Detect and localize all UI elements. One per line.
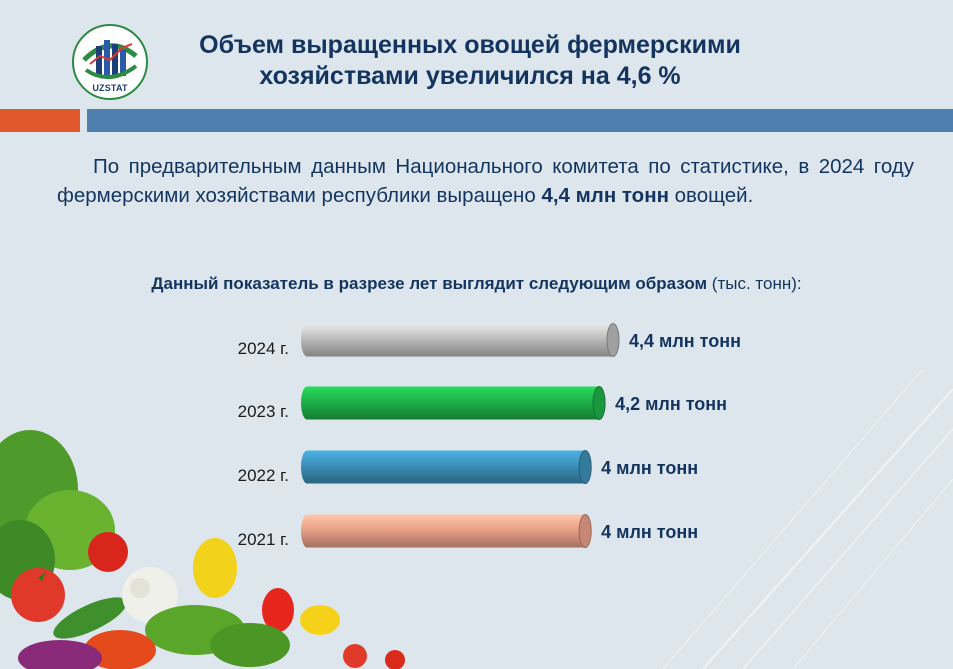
bar-body	[307, 450, 586, 484]
page-title: Объем выращенных овощей фермерскими хозя…	[160, 30, 780, 92]
value-label: 4,4 млн тонн	[629, 331, 741, 351]
bar-right-cap	[592, 386, 606, 420]
value-label: 4,2 млн тонн	[615, 394, 727, 414]
bar-2024: 2024 г. 4,4 млн тонн	[238, 323, 741, 358]
subtitle-unit: (тыс. тонн):	[707, 274, 802, 293]
year-label: 2021 г.	[238, 530, 289, 549]
bar-2023: 2023 г. 4,2 млн тонн	[238, 386, 727, 421]
chart-subtitle: Данный показатель в разрезе лет выглядит…	[0, 274, 953, 294]
chart-logo-icon	[82, 40, 138, 79]
value-label: 4 млн тонн	[601, 458, 698, 478]
year-label: 2023 г.	[238, 402, 289, 421]
bar-right-cap	[606, 323, 620, 357]
vegetables-illustration	[0, 430, 405, 669]
bar-2021: 2021 г. 4 млн тонн	[238, 514, 698, 549]
bar-left-cap	[301, 323, 313, 357]
year-label: 2024 г.	[238, 339, 289, 358]
bar-left-cap	[301, 386, 313, 420]
bar-2022: 2022 г. 4 млн тонн	[238, 450, 698, 485]
accent-bar-orange	[0, 109, 80, 132]
bar-body	[307, 323, 613, 357]
subtitle-bold: Данный показатель в разрезе лет выглядит…	[151, 274, 708, 293]
paragraph-text-2: овощей.	[668, 184, 754, 207]
bar-body	[307, 386, 600, 420]
intro-paragraph: По предварительным данным Национального …	[57, 152, 914, 210]
title-line-2: хозяйствами увеличился на 4,6 %	[259, 62, 681, 90]
bar-body	[307, 514, 586, 548]
logo-text: UZSTAT	[92, 83, 128, 93]
uzstat-logo: UZSTAT	[72, 24, 148, 100]
bar-right-cap	[578, 450, 592, 484]
value-label: 4 млн тонн	[601, 522, 698, 542]
accent-bar-blue	[87, 109, 953, 132]
paragraph-text-1: По предварительным данным Национального …	[57, 155, 914, 207]
bar-left-cap	[301, 450, 313, 484]
bar-left-cap	[301, 514, 313, 548]
title-line-1: Объем выращенных овощей фермерскими	[199, 31, 741, 59]
year-label: 2022 г.	[238, 466, 289, 485]
bar-right-cap	[578, 514, 592, 548]
paragraph-highlight: 4,4 млн тонн	[541, 184, 669, 207]
